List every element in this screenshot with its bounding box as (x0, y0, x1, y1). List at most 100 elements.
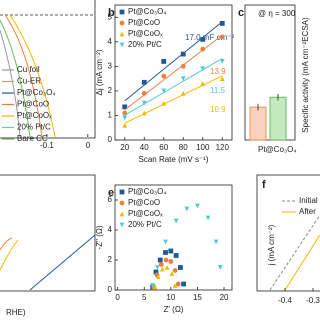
axes-frame (256, 174, 320, 292)
legend-label: Cu foil (17, 65, 40, 74)
x-tick-label: 10 (166, 293, 175, 302)
legend-label: Pt@CoO (17, 100, 49, 109)
data-point (172, 268, 178, 273)
data-point (155, 274, 161, 279)
x-tick-label: 60 (159, 143, 168, 152)
slope-label: 11.5 (210, 86, 226, 95)
panel-label: c (238, 7, 244, 19)
legend-marker (119, 31, 125, 37)
y-tick-label: 0 (108, 285, 113, 294)
data-point (163, 250, 168, 255)
data-point (158, 262, 164, 267)
data-point (161, 59, 167, 64)
fit-line (124, 21, 223, 102)
x-tick-label: -0.3 (306, 296, 320, 305)
data-point (122, 115, 128, 121)
data-point (152, 284, 158, 290)
data-point (205, 215, 211, 221)
data-point (157, 257, 163, 263)
x-axis-label: RHE) (6, 308, 26, 317)
y-axis-label: Specific activity (mA cm⁻²ECSA) (301, 17, 310, 133)
data-point (180, 63, 186, 69)
data-point (164, 265, 170, 270)
x-tick-label: 15 (193, 293, 202, 302)
x-tick-label: -0.4 (278, 296, 292, 305)
data-point (161, 73, 167, 79)
data-point (161, 100, 167, 106)
data-point (200, 81, 206, 86)
x-tick-label: 80 (179, 143, 188, 152)
y-tick-label: 0 (108, 135, 113, 144)
legend-label: 20% Pt/C (128, 220, 162, 229)
curve (0, 19, 31, 138)
data-point (141, 90, 147, 96)
data-point (141, 79, 147, 85)
legend-label: Pt@Co₃O₄ (17, 88, 56, 97)
legend-marker (119, 200, 125, 206)
data-point (219, 34, 225, 40)
data-point (200, 46, 206, 52)
x-tick-label: Pt@Co₃O₄ (258, 145, 297, 154)
data-point (175, 281, 181, 287)
panel-label: b (108, 7, 115, 19)
x-axis-label: Z' (Ω) (164, 305, 184, 314)
x-tick-label: 100 (196, 143, 210, 152)
legend-label: Pt@Co₃O₄ (128, 7, 167, 16)
y-axis-label: -Z'' (Ω) (95, 225, 104, 249)
data-point (195, 203, 200, 209)
bar (269, 96, 287, 141)
legend-label: Initial (299, 196, 318, 205)
legend-label: After (299, 207, 316, 216)
curve (9, 14, 56, 138)
curve (29, 234, 96, 291)
data-point (141, 110, 147, 116)
legend-label: Pt@CoO (128, 18, 160, 27)
axes-frame (114, 4, 233, 141)
data-point (180, 76, 186, 82)
legend-marker (119, 42, 125, 48)
legend-marker (119, 9, 125, 15)
data-point (173, 253, 179, 258)
data-point (150, 283, 156, 288)
annotation: @ η = 300 (258, 9, 296, 18)
y-tick-label: 2 (108, 255, 113, 264)
data-point (122, 122, 128, 128)
axes-frame (0, 0, 96, 139)
data-point (213, 239, 219, 245)
data-point (141, 100, 147, 106)
y-tick-label: 1 (108, 111, 113, 120)
y-tick-label: 3 (108, 61, 113, 70)
curve (4, 14, 43, 138)
data-point (184, 206, 190, 212)
legend-label: Pt@CoOₓ (17, 111, 52, 120)
legend-label: Cu-ER (17, 77, 41, 86)
legend-label: Pt@CoOₓ (128, 209, 163, 218)
data-point (200, 36, 206, 42)
slope-label: 13.9 (210, 67, 226, 76)
x-tick-label: -0.1 (40, 141, 54, 150)
axes-frame (114, 184, 233, 291)
slope-label: 17.0 mF cm⁻² (185, 33, 234, 42)
data-point (172, 283, 178, 288)
data-point (155, 265, 160, 270)
legend-label: Pt@CoO (128, 198, 160, 207)
x-tick-label: 0 (115, 293, 120, 302)
legend-marker (119, 20, 125, 26)
legend-label: 20% Pt/C (128, 40, 162, 49)
panel-label: e (108, 187, 114, 199)
curve (284, 234, 320, 291)
panel-label: f (262, 179, 266, 191)
data-point (217, 265, 223, 270)
x-tick-label: 5 (142, 293, 147, 302)
legend-marker (119, 211, 125, 217)
x-tick-label: 20 (120, 143, 129, 152)
fit-line (124, 75, 223, 124)
x-tick-label: 40 (140, 143, 149, 152)
slope-label: 10.9 (210, 105, 226, 114)
legend-label: Bare CC (17, 134, 48, 143)
y-tick-label: 4 (108, 37, 113, 46)
y-axis-label: Δj (mA cm⁻²) (95, 49, 104, 95)
legend-marker (119, 222, 125, 228)
y-tick-label: 2 (108, 86, 113, 95)
